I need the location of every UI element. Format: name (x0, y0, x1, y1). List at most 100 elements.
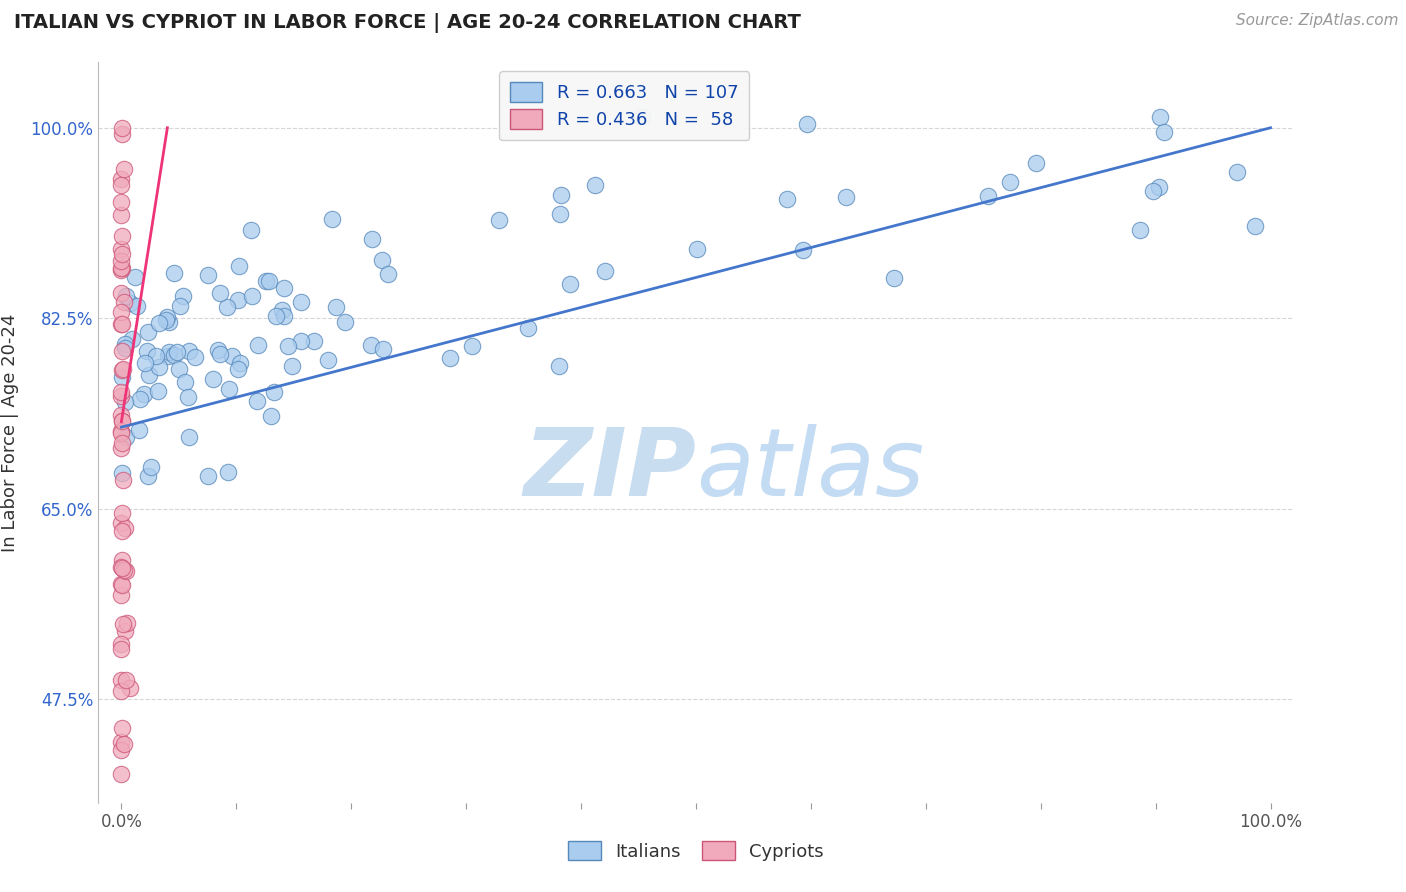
Point (197, 268, 219, 282)
Point (110, 305, 132, 319)
Point (218, 382, 240, 396)
Point (246, 394, 269, 409)
Point (110, 254, 132, 268)
Point (117, 615, 139, 630)
Point (110, 435, 132, 450)
Point (207, 343, 229, 358)
Point (127, 299, 149, 313)
Point (254, 274, 277, 288)
Point (548, 359, 571, 373)
Point (883, 271, 905, 285)
Point (1244, 219, 1267, 234)
Point (111, 362, 134, 376)
Point (134, 356, 156, 370)
Point (146, 384, 169, 399)
Point (316, 352, 339, 367)
Point (630, 110, 652, 124)
Text: ITALIAN VS CYPRIOT IN LABOR FORCE | AGE 20-24 CORRELATION CHART: ITALIAN VS CYPRIOT IN LABOR FORCE | AGE … (14, 13, 801, 33)
Point (240, 289, 263, 303)
Point (128, 423, 150, 437)
Point (360, 232, 382, 246)
Legend: Italians, Cypriots: Italians, Cypriots (561, 833, 831, 868)
Point (112, 737, 135, 751)
Point (110, 561, 132, 575)
Point (148, 360, 170, 375)
Point (325, 300, 347, 314)
Point (277, 339, 299, 353)
Point (172, 289, 194, 303)
Point (110, 178, 132, 192)
Point (585, 178, 607, 192)
Point (273, 281, 295, 295)
Point (110, 637, 132, 651)
Point (114, 289, 136, 303)
Point (157, 349, 180, 363)
Point (124, 270, 146, 285)
Point (110, 243, 132, 257)
Point (260, 409, 283, 424)
Point (377, 267, 399, 281)
Point (110, 516, 132, 530)
Point (439, 351, 461, 366)
Point (148, 316, 170, 330)
Point (247, 338, 270, 352)
Point (281, 359, 304, 373)
Point (145, 350, 167, 364)
Point (595, 263, 617, 277)
Point (111, 553, 134, 567)
Point (110, 673, 132, 688)
Point (110, 229, 132, 244)
Point (111, 344, 134, 359)
Point (179, 430, 201, 444)
Point (110, 208, 132, 222)
Point (110, 260, 132, 275)
Point (110, 767, 132, 781)
Point (110, 642, 132, 657)
Point (270, 303, 292, 318)
Point (488, 213, 510, 227)
Point (302, 334, 325, 348)
Point (114, 341, 136, 355)
Point (228, 259, 250, 273)
Point (110, 263, 132, 277)
Point (110, 684, 132, 698)
Point (290, 334, 312, 348)
Point (461, 339, 484, 353)
Point (114, 520, 136, 534)
Point (110, 560, 132, 574)
Point (184, 350, 207, 364)
Point (111, 370, 134, 384)
Point (110, 588, 132, 602)
Point (157, 344, 180, 359)
Point (114, 337, 136, 351)
Point (229, 356, 252, 370)
Point (177, 343, 200, 358)
Point (169, 299, 191, 313)
Point (112, 362, 135, 376)
Point (163, 348, 186, 362)
Point (333, 315, 356, 329)
Point (111, 506, 134, 520)
Point (111, 317, 134, 331)
Point (114, 394, 136, 409)
Point (550, 188, 572, 202)
Point (128, 392, 150, 406)
Point (977, 188, 1000, 202)
Point (209, 285, 232, 300)
Point (517, 321, 540, 335)
Point (111, 524, 134, 538)
Point (1226, 164, 1249, 178)
Y-axis label: In Labor Force | Age 20-24: In Labor Force | Age 20-24 (1, 313, 20, 552)
Point (111, 466, 134, 480)
Point (115, 429, 138, 443)
Point (110, 414, 132, 428)
Point (176, 390, 198, 404)
Point (110, 442, 132, 456)
Point (112, 563, 135, 577)
Point (112, 295, 135, 310)
Point (110, 286, 132, 301)
Point (110, 742, 132, 756)
Point (110, 424, 132, 438)
Text: ZIP: ZIP (523, 424, 696, 516)
Point (110, 384, 132, 399)
